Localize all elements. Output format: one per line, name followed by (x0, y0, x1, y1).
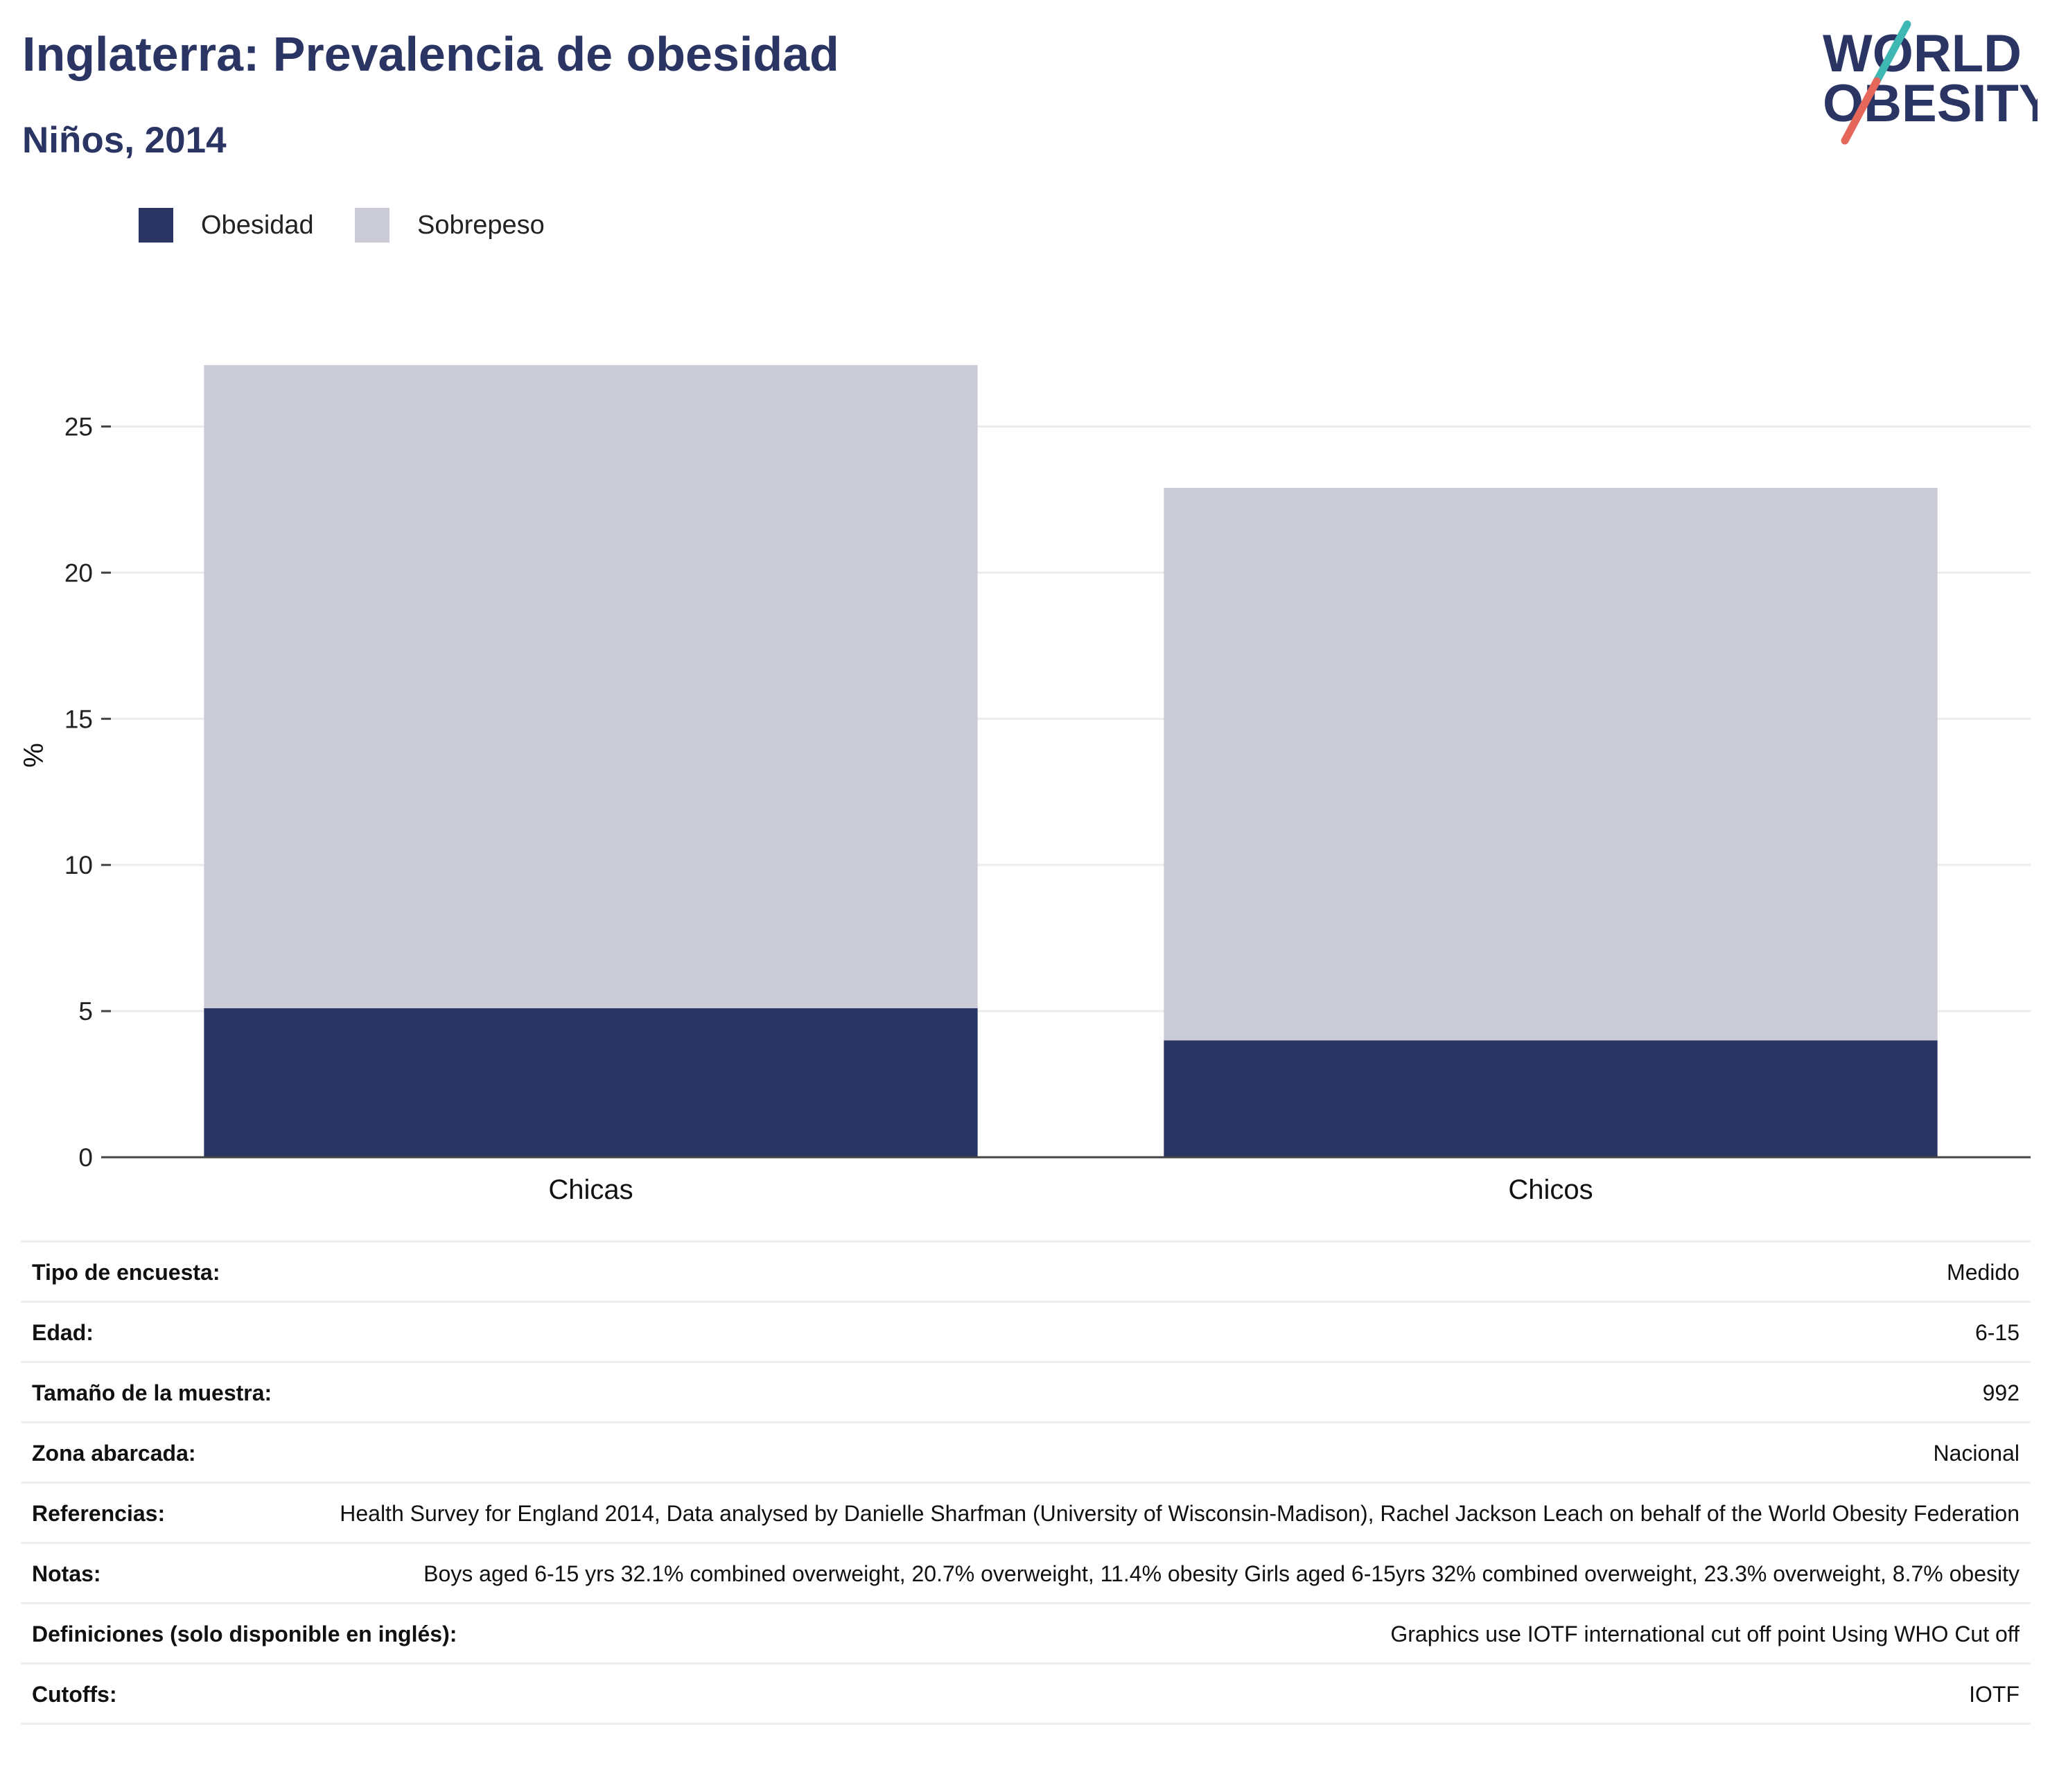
bars (204, 364, 1938, 1157)
legend-swatch-sobrepeso (355, 208, 389, 243)
y-axis-label: % (19, 743, 49, 768)
x-tick-label: Chicos (1508, 1175, 1593, 1205)
info-label: Edad: (32, 1320, 94, 1345)
info-row: Zona abarcada: Nacional (21, 1423, 2031, 1484)
info-value: 6-15 (1974, 1320, 2020, 1345)
logo-line1: WORLD (1823, 24, 2022, 83)
info-label: Zona abarcada: (32, 1441, 196, 1466)
x-tick-label: Chicas (548, 1175, 633, 1205)
info-label: Cutoffs: (32, 1682, 117, 1707)
chart-title: Inglaterra: Prevalencia de obesidad (22, 27, 839, 81)
info-row: Tipo de encuesta: Medido (21, 1242, 2031, 1303)
info-value: Graphics use IOTF international cut off … (1390, 1622, 2020, 1646)
bar-chicas-obesidad[interactable] (204, 1008, 978, 1157)
bar-chicas-sobrepeso[interactable] (204, 364, 978, 1008)
info-row: Referencias: Health Survey for England 20… (21, 1484, 2031, 1544)
info-row: Definiciones (solo disponible en inglés)… (21, 1604, 2031, 1664)
y-tick-label: 10 (64, 851, 93, 879)
info-value: Boys aged 6-15 yrs 32.1% combined overwe… (423, 1561, 2020, 1586)
info-value: IOTF (1969, 1682, 2020, 1707)
info-row: Notas: Boys aged 6-15 yrs 32.1% combined … (21, 1544, 2031, 1604)
info-label: Tamaño de la muestra: (32, 1380, 272, 1405)
info-value: Health Survey for England 2014, Data ana… (340, 1501, 2020, 1526)
info-label: Referencias: (32, 1501, 166, 1526)
info-label: Definiciones (solo disponible en inglés)… (32, 1622, 457, 1646)
y-tick-label: 20 (64, 559, 93, 587)
chart-subtitle: Niños, 2014 (22, 120, 227, 161)
info-row: Tamaño de la muestra: 992 (21, 1363, 2031, 1423)
info-row: Edad: 6-15 (21, 1303, 2031, 1363)
bar-chicos-sobrepeso[interactable] (1164, 488, 1938, 1041)
stacked-bar-chart: 0 5 10 15 20 25 Chicas Chicos % (19, 364, 2031, 1205)
bar-chicos-obesidad[interactable] (1164, 1040, 1938, 1157)
y-tick-label: 5 (78, 997, 93, 1026)
y-tick-label: 15 (64, 705, 93, 733)
logo-slash-top (1873, 20, 1911, 85)
info-value: 992 (1982, 1380, 2020, 1405)
info-table: Tipo de encuesta: Medido Edad: 6-15 Tamaño d… (21, 1240, 2031, 1725)
y-axis-ticks: 0 5 10 15 20 25 (64, 412, 111, 1172)
logo-slash-bottom (1841, 77, 1881, 145)
legend-label: Obesidad (201, 211, 314, 240)
info-value: Nacional (1933, 1441, 2020, 1466)
info-label: Notas: (32, 1561, 101, 1586)
info-row: Cutoffs: IOTF (21, 1664, 2031, 1725)
y-tick-label: 0 (78, 1143, 93, 1172)
info-label: Tipo de encuesta: (32, 1260, 220, 1285)
y-tick-label: 25 (64, 412, 93, 441)
x-axis-labels: Chicas Chicos (548, 1175, 1593, 1205)
legend-label: Sobrepeso (417, 211, 545, 240)
world-obesity-logo: WORLD OBESITY (1823, 20, 2038, 145)
legend-swatch-obesidad (139, 208, 173, 243)
info-value: Medido (1947, 1260, 2020, 1285)
